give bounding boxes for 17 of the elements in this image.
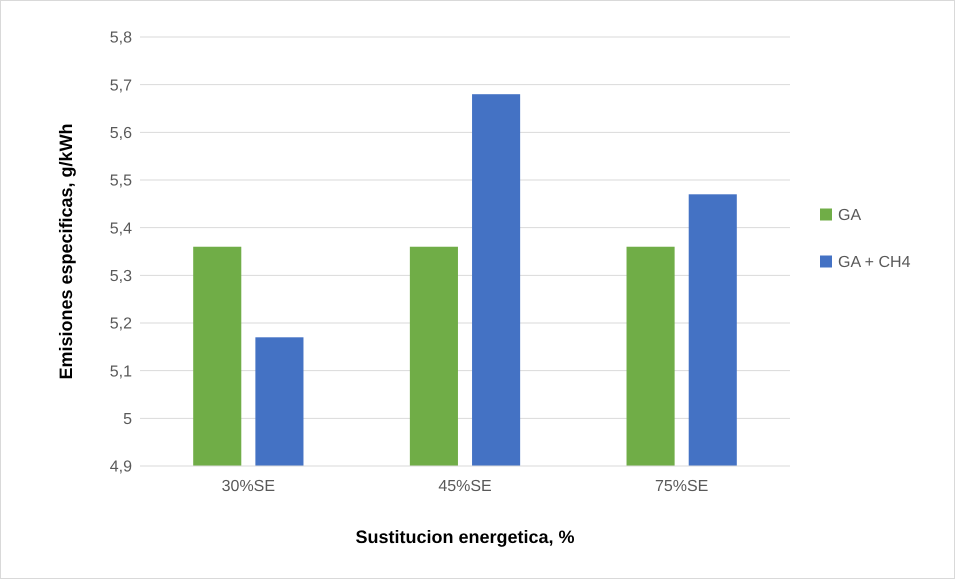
y-tick-label: 5,5 [110,172,132,190]
y-axis-title: Emisiones especificas, g/kWh [56,123,76,380]
y-tick-label: 5,7 [110,77,132,94]
y-tick-label: 5,2 [110,316,132,333]
y-tick-label: 5,6 [110,124,132,142]
y-tick-label: 5,1 [110,363,132,380]
legend-label: GA + CH4 [838,254,911,272]
y-tick-label: 5,4 [110,220,132,238]
y-tick-label: 5,3 [110,268,132,285]
x-tick-label: 75%SE [654,478,708,495]
x-tick-label: 30%SE [222,478,276,495]
x-axis-title: Sustitucion energetica, % [355,527,575,547]
y-tick-label: 5,8 [110,30,132,47]
x-tick-label: 45%SE [438,478,492,495]
y-tick-label: 5 [123,410,132,428]
y-tick-label: 4,9 [110,458,132,476]
legend-label: GA [838,207,862,224]
